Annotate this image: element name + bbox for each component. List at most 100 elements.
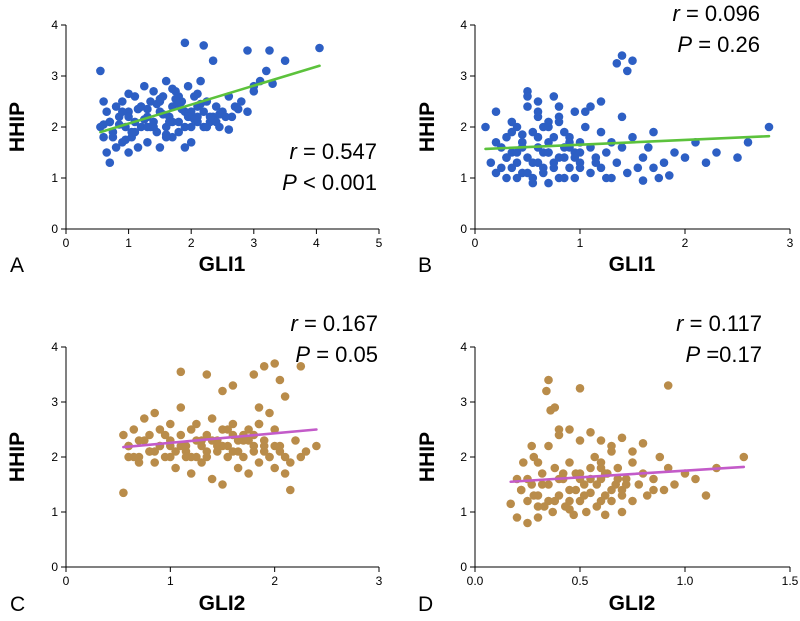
data-point: [516, 485, 526, 495]
data-point: [544, 138, 553, 147]
data-point: [124, 148, 133, 157]
data-point: [133, 143, 143, 152]
data-point: [196, 76, 205, 86]
data-point: [124, 112, 133, 122]
data-point: [670, 480, 679, 489]
data-point: [193, 89, 202, 99]
data-point: [176, 441, 186, 451]
data-point: [129, 452, 139, 462]
data-point: [523, 102, 532, 111]
data-point: [199, 41, 208, 50]
data-point: [176, 403, 186, 412]
data-point: [140, 436, 149, 445]
data-point: [223, 452, 232, 462]
data-point: [628, 458, 637, 467]
x-tick-label: 3: [250, 236, 257, 250]
data-point: [111, 143, 121, 152]
data-point: [174, 127, 183, 137]
data-point: [239, 452, 248, 462]
data-point: [550, 496, 560, 506]
y-tick-label: 2: [51, 120, 58, 134]
data-point: [99, 120, 108, 129]
data-point: [649, 485, 658, 495]
data-point: [171, 463, 180, 473]
data-point: [218, 441, 227, 451]
data-point: [537, 469, 547, 478]
data-point: [165, 117, 174, 127]
data-point: [145, 430, 154, 440]
data-point: [644, 143, 653, 152]
data-point: [127, 127, 136, 137]
data-point: [205, 112, 215, 122]
data-point: [166, 452, 175, 462]
data-point: [701, 491, 711, 500]
data-point: [254, 458, 264, 467]
y-tick-label: 1: [51, 505, 58, 519]
data-point: [265, 46, 274, 55]
data-point: [544, 441, 553, 451]
data-point: [224, 125, 234, 134]
data-point: [502, 173, 511, 183]
data-point: [533, 158, 543, 167]
data-point: [199, 107, 208, 116]
data-point: [621, 480, 631, 489]
data-point: [197, 458, 206, 467]
data-point: [537, 480, 547, 489]
data-point: [155, 143, 165, 152]
data-point: [591, 158, 601, 167]
regression-line: [484, 134, 771, 151]
x-axis-title: GLI1: [199, 253, 246, 276]
data-point: [254, 403, 264, 412]
data-point: [491, 168, 501, 178]
data-point: [280, 56, 290, 65]
data-point: [519, 458, 528, 467]
data-point: [565, 505, 574, 514]
data-point: [145, 447, 154, 456]
data-point: [529, 491, 539, 500]
data-point: [280, 469, 290, 478]
data-point: [575, 384, 585, 393]
data-point: [218, 480, 227, 489]
p-value: P = 0.05: [295, 342, 378, 367]
data-point: [590, 452, 599, 462]
data-point: [244, 425, 253, 434]
data-point: [207, 474, 217, 484]
data-point: [623, 168, 632, 178]
data-point: [192, 419, 201, 429]
data-point: [133, 104, 143, 114]
panel-letter: D: [418, 593, 433, 616]
data-point: [733, 153, 742, 162]
data-point: [665, 171, 674, 180]
y-axis-title: HHIP: [416, 102, 439, 152]
data-point: [150, 458, 159, 467]
y-tick-label: 2: [460, 450, 467, 464]
y-tick-label: 1: [51, 171, 58, 185]
y-tick-label: 4: [460, 340, 467, 354]
data-point: [233, 436, 243, 445]
data-point: [244, 436, 253, 445]
data-point: [296, 362, 306, 371]
data-point: [111, 102, 121, 111]
data-point: [602, 148, 611, 157]
data-point: [554, 153, 564, 162]
p-value: P < 0.001: [282, 170, 377, 195]
data-point: [244, 469, 253, 478]
data-point: [286, 485, 295, 495]
y-axis-title: HHIP: [416, 432, 439, 482]
panel-b: 0 1 2 3 0 1 2 3 4 GLI1 HHIP Br = 0.096 P = 0.26: [416, 1, 794, 277]
panel-c: 0 1 2 3 0 1 2 3 4 GLI2 HHIP Cr = 0.167 P = 0.05: [6, 311, 383, 616]
data-point: [586, 463, 595, 473]
p-value: P = 0.26: [677, 32, 760, 57]
data-point: [237, 97, 246, 106]
data-point: [507, 163, 517, 173]
data-point: [596, 436, 606, 445]
data-point: [502, 132, 511, 142]
data-point: [149, 87, 158, 96]
data-point: [223, 425, 232, 434]
data-point: [642, 491, 652, 500]
y-tick-label: 2: [460, 120, 467, 134]
data-point: [523, 496, 532, 506]
data-point: [596, 97, 606, 106]
data-point: [176, 367, 186, 377]
data-point: [533, 513, 543, 522]
